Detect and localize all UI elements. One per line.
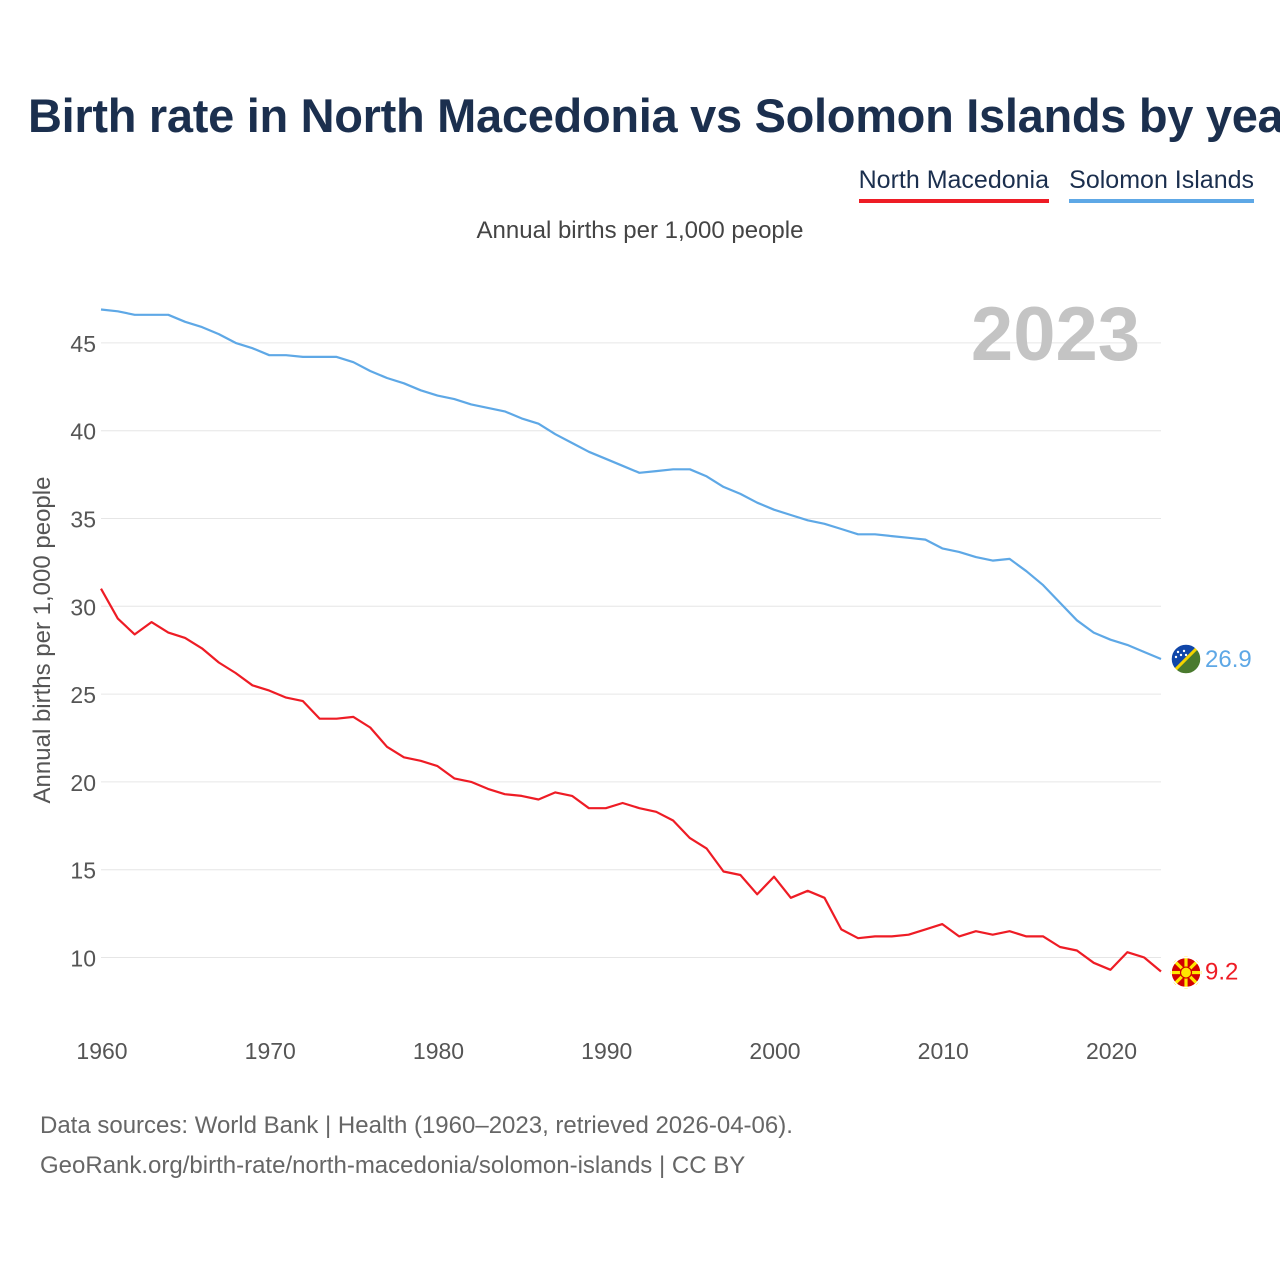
x-tick-label: 1990 [581,1038,632,1064]
x-tick-label: 2000 [749,1038,800,1064]
y-tick-label: 10 [70,946,96,972]
x-tick-label: 2020 [1086,1038,1137,1064]
y-axis-label: Annual births per 1,000 people [29,477,56,804]
year-watermark: 2023 [971,292,1140,377]
source-line: Data sources: World Bank | Health (1960–… [40,1112,793,1139]
x-tick-label: 1960 [76,1038,127,1064]
y-tick-label: 25 [70,682,96,708]
series-line-north-macedonia [100,588,1162,973]
solomon-islands-flag-icon [1170,643,1202,675]
y-tick-label: 40 [70,419,96,445]
north-macedonia-flag-icon [1170,956,1202,989]
x-axis-ticks: 1960 1970 1980 1990 2000 2010 2020 [76,1038,1137,1064]
series-lines [100,308,1162,973]
gridlines [101,342,1161,958]
y-tick-label: 45 [70,331,96,357]
series-line-solomon-islands [100,308,1162,661]
end-label-solomon-islands: 26.9 [1205,646,1252,673]
end-label-north-macedonia: 9.2 [1205,959,1238,986]
legend-item-solomon-islands[interactable]: Solomon Islands [1069,166,1254,203]
chart-subtitle: Annual births per 1,000 people [476,217,804,244]
y-tick-label: 35 [70,507,96,533]
end-labels: 26.9 9.2 [1205,646,1252,986]
x-tick-label: 1970 [245,1038,296,1064]
y-axis-ticks: 10 15 20 25 30 35 40 45 [70,331,96,972]
y-tick-label: 20 [70,770,96,796]
source-url[interactable]: GeoRank.org/birth-rate/north-macedonia/s… [40,1152,746,1179]
y-tick-label: 30 [70,594,96,620]
source-note: Data sources: World Bank | Health (1960–… [40,1106,793,1186]
legend-item-north-macedonia[interactable]: North Macedonia [858,166,1049,203]
x-tick-label: 2010 [918,1038,969,1064]
y-tick-label: 15 [70,858,96,884]
chart-title: Birth rate in North Macedonia vs Solomon… [28,89,1280,142]
x-tick-label: 1980 [413,1038,464,1064]
